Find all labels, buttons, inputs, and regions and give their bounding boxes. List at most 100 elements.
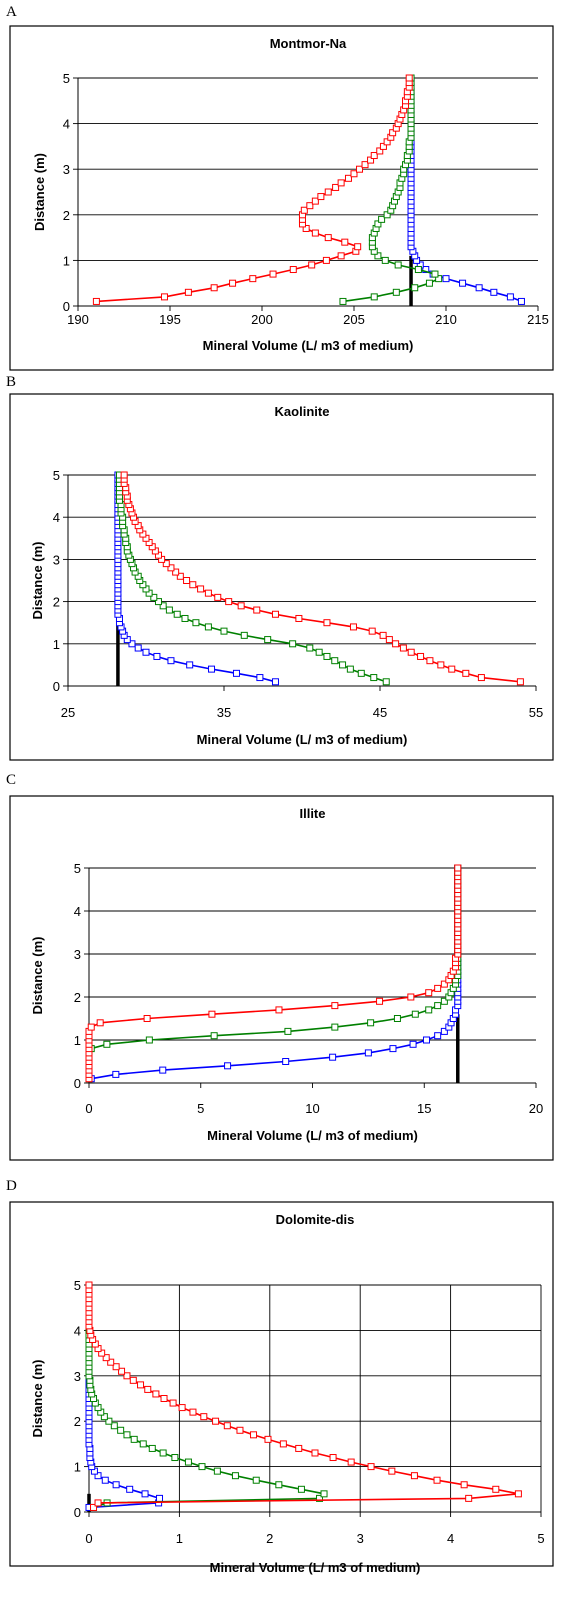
data-point-blue bbox=[442, 275, 450, 283]
data-point-red bbox=[350, 170, 358, 178]
data-point-red bbox=[361, 161, 369, 169]
data-point-red bbox=[433, 1476, 441, 1484]
x-axis-label: Mineral Volume (L/ m3 of medium) bbox=[203, 338, 414, 353]
data-point-red bbox=[514, 1490, 522, 1498]
data-point-blue bbox=[156, 1494, 164, 1502]
data-point-blue bbox=[329, 1053, 337, 1061]
data-point-green bbox=[331, 1023, 339, 1031]
data-point-blue bbox=[208, 665, 216, 673]
data-point-green bbox=[171, 1454, 179, 1462]
chart-title: Illite bbox=[299, 806, 325, 821]
data-point-green bbox=[440, 997, 448, 1005]
data-point-red bbox=[317, 193, 325, 201]
data-point-red bbox=[370, 152, 378, 160]
data-point-blue bbox=[440, 1027, 448, 1035]
data-point-red bbox=[143, 1015, 151, 1022]
x-tick-label: 5 bbox=[537, 1531, 544, 1546]
data-point-green bbox=[374, 220, 382, 228]
data-point-green bbox=[320, 1490, 328, 1498]
chart-title: Dolomite-dis bbox=[276, 1212, 355, 1227]
data-point-green bbox=[383, 211, 391, 219]
data-point-blue bbox=[490, 288, 498, 296]
data-point-red bbox=[210, 284, 218, 292]
data-point-blue bbox=[167, 657, 175, 665]
data-point-green bbox=[434, 1002, 442, 1010]
data-point-red bbox=[225, 598, 233, 606]
x-tick-label: 0 bbox=[85, 1101, 92, 1116]
y-tick-label: 4 bbox=[74, 1323, 81, 1338]
data-point-red bbox=[279, 1440, 287, 1448]
data-point-green bbox=[145, 1036, 153, 1044]
data-point-green bbox=[275, 1481, 283, 1489]
data-point-red bbox=[376, 147, 384, 155]
data-point-green bbox=[306, 644, 314, 652]
data-point-red bbox=[426, 657, 434, 665]
data-point-red bbox=[379, 142, 387, 150]
data-point-green bbox=[297, 1485, 305, 1493]
data-point-blue bbox=[128, 640, 136, 648]
x-tick-label: 210 bbox=[435, 312, 457, 327]
data-point-blue bbox=[389, 1045, 397, 1053]
data-point-red bbox=[144, 1385, 152, 1393]
data-point-red bbox=[434, 984, 442, 992]
data-point-green bbox=[148, 1444, 156, 1452]
data-point-red bbox=[295, 614, 303, 622]
data-point-red bbox=[112, 1363, 120, 1371]
data-point-red bbox=[129, 1376, 137, 1384]
data-point-red bbox=[462, 669, 470, 677]
data-point-red bbox=[388, 1467, 396, 1475]
x-tick-label: 195 bbox=[159, 312, 181, 327]
data-point-red bbox=[123, 1372, 131, 1380]
data-point-red bbox=[178, 1404, 186, 1412]
data-point-red bbox=[311, 1449, 319, 1457]
data-point-blue bbox=[459, 279, 467, 287]
y-tick-label: 0 bbox=[53, 679, 60, 694]
panel-letter-b: B bbox=[6, 374, 17, 390]
x-tick-label: 205 bbox=[343, 312, 365, 327]
y-tick-label: 3 bbox=[74, 1369, 81, 1384]
data-point-red bbox=[367, 1463, 375, 1471]
data-point-red bbox=[169, 1399, 177, 1407]
data-point-green bbox=[315, 648, 323, 656]
data-point-green bbox=[339, 297, 347, 305]
data-point-red bbox=[407, 648, 415, 656]
data-point-red bbox=[184, 288, 192, 296]
data-point-red bbox=[160, 293, 168, 301]
data-point-red bbox=[417, 652, 425, 660]
data-point-blue bbox=[434, 1032, 442, 1040]
data-point-red bbox=[311, 229, 319, 237]
y-tick-label: 1 bbox=[74, 1460, 81, 1475]
data-point-green bbox=[123, 1431, 131, 1439]
data-point-green bbox=[323, 652, 331, 660]
x-axis-label: Mineral Volume (L/ m3 of medium) bbox=[197, 732, 408, 747]
y-tick-label: 3 bbox=[74, 947, 81, 962]
chart-frame bbox=[9, 393, 554, 761]
data-point-red bbox=[379, 631, 387, 639]
data-point-red bbox=[341, 238, 349, 246]
data-point-red bbox=[96, 1019, 104, 1027]
data-point-green bbox=[159, 602, 167, 610]
data-point-blue bbox=[142, 648, 150, 656]
data-point-red bbox=[368, 627, 376, 635]
data-point-blue bbox=[475, 284, 483, 292]
x-tick-label: 55 bbox=[529, 705, 543, 720]
data-point-red bbox=[167, 564, 175, 572]
x-tick-label: 10 bbox=[305, 1101, 319, 1116]
y-tick-label: 2 bbox=[53, 595, 60, 610]
data-point-red bbox=[152, 1390, 160, 1398]
data-point-blue bbox=[422, 266, 430, 274]
data-point-green bbox=[425, 279, 433, 287]
data-point-red bbox=[302, 224, 310, 232]
y-tick-label: 1 bbox=[63, 253, 70, 268]
data-point-green bbox=[339, 661, 347, 669]
y-tick-label: 5 bbox=[63, 71, 70, 86]
data-point-red bbox=[376, 997, 384, 1005]
data-point-red bbox=[367, 156, 375, 164]
data-point-red bbox=[120, 471, 128, 479]
y-tick-label: 0 bbox=[74, 1076, 81, 1091]
x-axis-label: Mineral Volume (L/ m3 of medium) bbox=[207, 1128, 418, 1143]
x-tick-label: 4 bbox=[447, 1531, 454, 1546]
data-point-blue bbox=[112, 1481, 120, 1489]
data-point-blue bbox=[364, 1049, 372, 1057]
x-tick-label: 3 bbox=[357, 1531, 364, 1546]
